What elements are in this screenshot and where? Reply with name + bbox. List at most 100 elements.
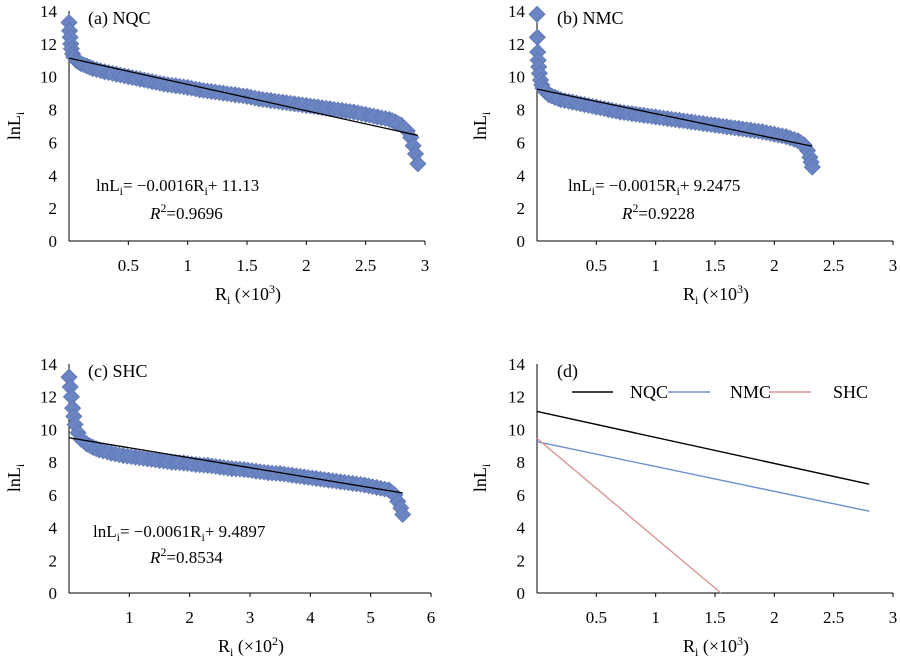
y-tick-label: 4: [517, 519, 526, 538]
y-axis-label: lnLi: [470, 111, 493, 140]
x-axis-label-sup: 3: [737, 282, 743, 296]
y-tick-label: 8: [49, 101, 58, 120]
data-point-fill: [792, 134, 810, 152]
y-axis-label: lnLi: [470, 463, 493, 492]
x-tick-label: 2: [770, 608, 779, 627]
data-point: [528, 28, 546, 46]
y-axis-label-sub: i: [479, 111, 493, 115]
r2-sup: 2: [160, 545, 166, 559]
x-tick-label: 1: [651, 608, 660, 627]
y-axis-label-sub: i: [13, 111, 27, 115]
r2-sup: 2: [632, 201, 638, 215]
data-point: [803, 158, 821, 176]
x-axis-label-main: R: [215, 284, 227, 304]
x-axis-label-close: ): [743, 636, 749, 657]
x-tick-label: 5: [366, 608, 375, 627]
x-axis-label-main: R: [683, 636, 695, 656]
x-tick-label: 1.5: [704, 608, 725, 627]
x-axis-label-tail: (×10: [698, 284, 737, 305]
y-tick-label: 14: [40, 355, 58, 374]
legend-label-nqc: NQC: [630, 382, 668, 402]
x-tick-label: 1: [125, 608, 134, 627]
eq-lhs-sub: i: [120, 184, 124, 198]
y-tick-label: 6: [517, 133, 526, 152]
eq-rhs-b: + 9.4897: [205, 522, 266, 541]
fit-line: [536, 88, 813, 147]
y-tick-label: 12: [40, 388, 57, 407]
eq-rhs-b: + 11.13: [208, 176, 259, 195]
eq-rhs-sub: i: [676, 184, 680, 198]
y-tick-label: 2: [49, 199, 58, 218]
r2-main: R: [149, 548, 161, 567]
y-tick-label: 6: [49, 133, 58, 152]
data-point: [394, 505, 412, 524]
y-tick-label: 6: [49, 486, 58, 505]
eq-rhs-a: = −0.0015R: [595, 176, 677, 195]
x-tick-label: 3: [246, 608, 255, 627]
x-axis-label-main: R: [683, 284, 695, 304]
x-tick-label: 1.5: [704, 256, 725, 275]
y-tick-label: 12: [508, 388, 525, 407]
x-axis-label-sup: 3: [269, 282, 275, 296]
eq-lhs-sub: i: [592, 184, 596, 198]
x-axis-label-main: R: [218, 636, 230, 656]
eq-lhs-main: lnL: [93, 522, 117, 541]
series-line-nmc: [536, 441, 870, 512]
eq-rhs-sub: i: [201, 530, 205, 544]
x-axis-label-sub: i: [227, 293, 231, 307]
y-tick-label: 0: [517, 232, 526, 251]
data-point-fill: [395, 119, 413, 137]
y-tick-label: 14: [508, 2, 526, 21]
y-tick-label: 0: [517, 584, 526, 603]
y-tick-label: 12: [40, 35, 57, 54]
data-point: [409, 155, 427, 173]
y-tick-label: 10: [40, 68, 57, 87]
y-axis-label-main: lnL: [4, 115, 24, 140]
r2-val: =0.9696: [166, 204, 222, 223]
panel-title: (d): [557, 361, 578, 382]
r2-val: =0.9228: [638, 204, 694, 223]
x-axis-label-close: ): [278, 636, 284, 657]
x-tick-label: 6: [427, 608, 436, 627]
y-tick-label: 0: [49, 584, 58, 603]
y-tick-label: 2: [517, 551, 526, 570]
eq-lhs-main: lnL: [96, 176, 120, 195]
x-axis-label-sub: i: [695, 645, 699, 659]
fit-equation: lnLi= −0.0015Ri+ 9.2475: [568, 176, 740, 198]
y-axis-label: lnLi: [4, 463, 27, 492]
x-axis-label: Ri (×103): [683, 282, 749, 307]
r2-val: =0.8534: [166, 548, 223, 567]
fit-line: [68, 57, 419, 137]
x-axis-label-sub: i: [695, 293, 699, 307]
x-tick-label: 3: [421, 256, 430, 275]
x-axis-label: Ri (×103): [215, 282, 281, 307]
x-tick-label: 0.5: [586, 256, 607, 275]
r2-main: R: [621, 204, 633, 223]
r-squared: R2=0.8534: [149, 545, 223, 567]
x-axis-label-sup: 2: [272, 634, 278, 648]
x-tick-label: 2: [185, 608, 194, 627]
x-axis-label-tail: (×10: [233, 636, 272, 657]
fit-equation: lnLi= −0.0016Ri+ 11.13: [96, 176, 259, 198]
eq-rhs-a: = −0.0016R: [123, 176, 205, 195]
x-axis-label: Ri (×103): [683, 634, 749, 659]
y-tick-label: 0: [49, 232, 58, 251]
x-tick-label: 4: [306, 608, 315, 627]
y-tick-label: 8: [517, 453, 526, 472]
r-squared: R2=0.9228: [621, 201, 695, 223]
eq-rhs-a: = −0.0061R: [120, 522, 202, 541]
y-tick-label: 14: [508, 355, 526, 374]
series-line-nqc: [536, 410, 870, 485]
y-axis-label-main: lnL: [470, 467, 490, 492]
eq-rhs-sub: i: [204, 184, 208, 198]
y-tick-label: 14: [40, 2, 58, 21]
panel-title: (c) SHC: [88, 361, 148, 382]
legend-label-shc: SHC: [833, 382, 868, 402]
x-tick-label: 2.5: [823, 256, 844, 275]
y-tick-label: 8: [49, 453, 58, 472]
